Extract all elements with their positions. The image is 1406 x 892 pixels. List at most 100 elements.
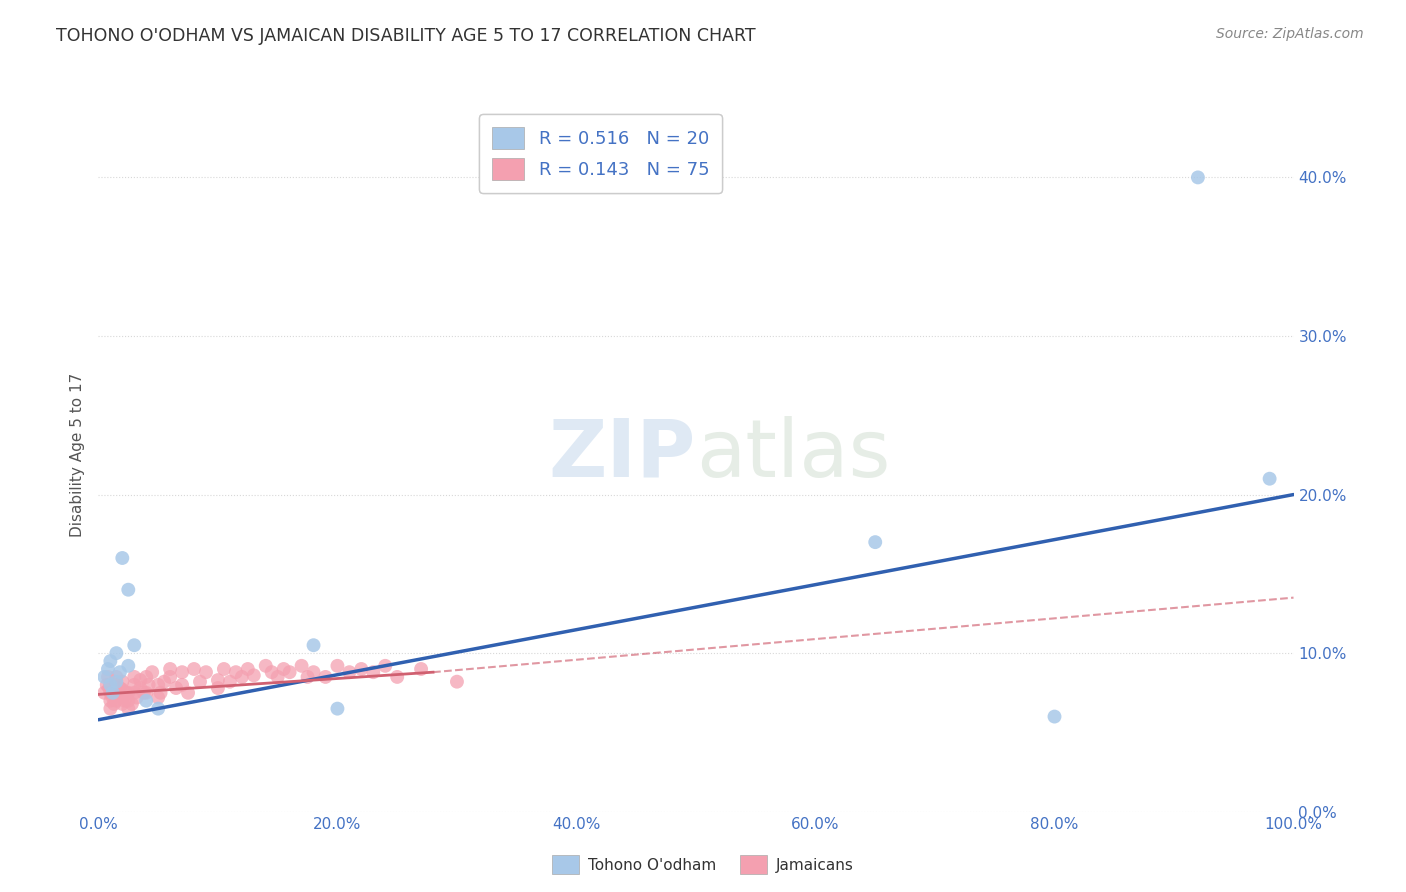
Point bbox=[159, 670, 181, 684]
Point bbox=[135, 670, 157, 684]
Point bbox=[97, 662, 120, 676]
Point bbox=[153, 674, 176, 689]
Text: atlas: atlas bbox=[696, 416, 890, 494]
Point bbox=[212, 662, 235, 676]
Point bbox=[260, 665, 283, 680]
Point bbox=[114, 694, 136, 708]
Point bbox=[96, 678, 118, 692]
Point bbox=[108, 665, 131, 680]
Point bbox=[219, 674, 242, 689]
Point bbox=[121, 697, 143, 711]
Point bbox=[111, 697, 134, 711]
Point bbox=[105, 678, 128, 692]
Point bbox=[124, 670, 146, 684]
Point bbox=[339, 665, 361, 680]
Point bbox=[1043, 709, 1066, 723]
Point bbox=[326, 701, 349, 715]
Point bbox=[108, 689, 131, 703]
Point bbox=[135, 686, 157, 700]
Point bbox=[97, 670, 120, 684]
Text: TOHONO O'ODHAM VS JAMAICAN DISABILITY AGE 5 TO 17 CORRELATION CHART: TOHONO O'ODHAM VS JAMAICAN DISABILITY AG… bbox=[56, 27, 756, 45]
Point bbox=[148, 701, 170, 715]
Point bbox=[101, 686, 124, 700]
Point bbox=[111, 682, 134, 697]
Point bbox=[363, 665, 385, 680]
Point bbox=[98, 654, 122, 668]
Point bbox=[159, 662, 181, 676]
Point bbox=[98, 701, 122, 715]
Point bbox=[165, 681, 187, 695]
Point bbox=[350, 662, 373, 676]
Point bbox=[141, 665, 163, 680]
Point bbox=[111, 551, 134, 566]
Point bbox=[302, 665, 325, 680]
Point bbox=[101, 690, 124, 705]
Point bbox=[1258, 472, 1281, 486]
Point bbox=[188, 674, 211, 689]
Point bbox=[149, 686, 172, 700]
Point bbox=[93, 670, 115, 684]
Point bbox=[865, 535, 887, 549]
Point bbox=[297, 670, 319, 684]
Point bbox=[207, 681, 229, 695]
Point bbox=[111, 690, 134, 705]
Point bbox=[98, 678, 122, 692]
Point bbox=[98, 694, 122, 708]
Point bbox=[132, 686, 155, 700]
Point bbox=[129, 681, 152, 695]
Point bbox=[207, 673, 229, 687]
Point bbox=[138, 678, 160, 692]
Point bbox=[105, 646, 128, 660]
Point bbox=[105, 670, 128, 684]
Point bbox=[315, 670, 337, 684]
Point bbox=[302, 638, 325, 652]
Point bbox=[446, 674, 468, 689]
Point bbox=[278, 665, 301, 680]
Point bbox=[148, 678, 170, 692]
Text: Source: ZipAtlas.com: Source: ZipAtlas.com bbox=[1216, 27, 1364, 41]
Point bbox=[93, 686, 115, 700]
Point bbox=[135, 694, 157, 708]
Text: ZIP: ZIP bbox=[548, 416, 696, 494]
Point bbox=[98, 678, 122, 692]
Point bbox=[117, 582, 139, 597]
Point bbox=[385, 670, 409, 684]
Point bbox=[411, 662, 433, 676]
Point bbox=[98, 686, 122, 700]
Point bbox=[1187, 170, 1209, 185]
Point bbox=[172, 678, 194, 692]
Point bbox=[267, 670, 290, 684]
Point bbox=[117, 701, 139, 715]
Point bbox=[148, 690, 170, 705]
Point bbox=[103, 697, 125, 711]
Point bbox=[117, 658, 139, 673]
Point bbox=[124, 678, 146, 692]
Point bbox=[98, 681, 121, 695]
Point bbox=[117, 686, 139, 700]
Point bbox=[183, 662, 205, 676]
Legend: Tohono O'odham, Jamaicans: Tohono O'odham, Jamaicans bbox=[546, 849, 860, 880]
Point bbox=[225, 665, 247, 680]
Point bbox=[374, 658, 396, 673]
Point bbox=[236, 662, 259, 676]
Point bbox=[115, 686, 138, 700]
Legend: R = 0.516   N = 20, R = 0.143   N = 75: R = 0.516 N = 20, R = 0.143 N = 75 bbox=[479, 114, 721, 193]
Point bbox=[326, 658, 349, 673]
Point bbox=[129, 673, 152, 687]
Point bbox=[105, 674, 128, 689]
Point bbox=[195, 665, 218, 680]
Point bbox=[177, 686, 200, 700]
Point bbox=[172, 665, 194, 680]
Point bbox=[124, 638, 146, 652]
Point bbox=[117, 694, 139, 708]
Point bbox=[124, 686, 146, 700]
Point bbox=[125, 690, 148, 705]
Point bbox=[231, 670, 253, 684]
Point bbox=[291, 658, 314, 673]
Point bbox=[105, 694, 128, 708]
Point bbox=[243, 668, 266, 682]
Y-axis label: Disability Age 5 to 17: Disability Age 5 to 17 bbox=[69, 373, 84, 537]
Point bbox=[254, 658, 277, 673]
Point bbox=[108, 681, 131, 695]
Point bbox=[111, 674, 134, 689]
